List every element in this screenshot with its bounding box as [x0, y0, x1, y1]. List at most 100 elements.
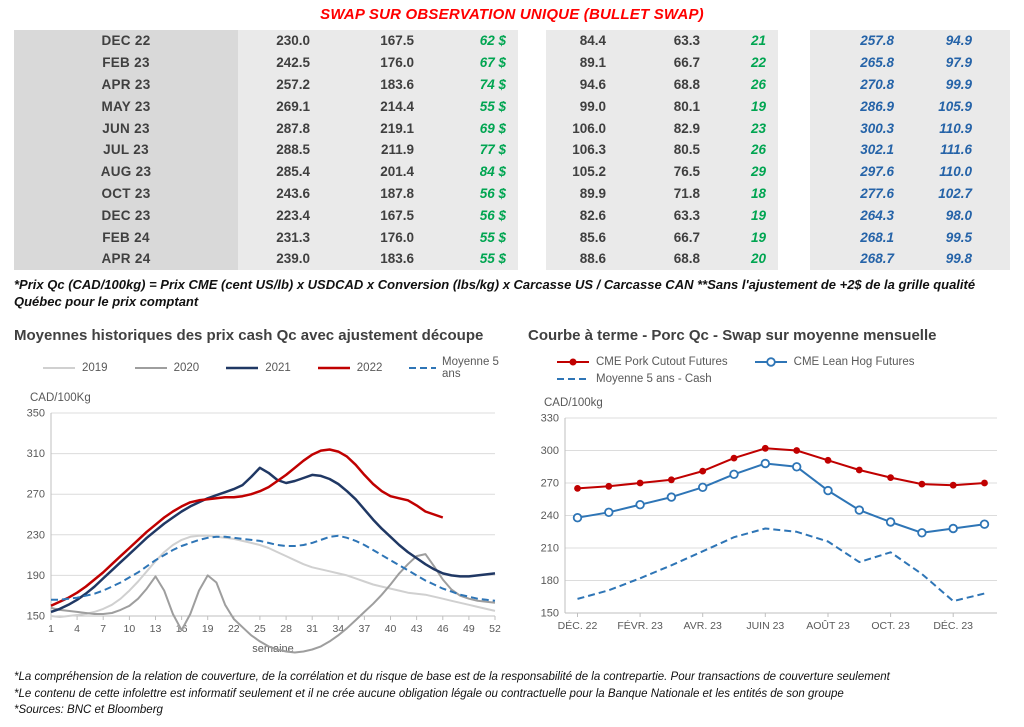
footnote-line: *Le contenu de cette infolettre est info…: [14, 687, 844, 700]
gap-cell: [518, 95, 546, 118]
gap-cell: [518, 160, 546, 183]
value-cell: 268.7: [810, 247, 906, 270]
legend-line-sample: [754, 357, 787, 367]
gap-cell: [518, 182, 546, 205]
table-row: JUN 23 287.8 219.1 69 $ 106.0 82.9 23 300.3 110.…: [14, 117, 1010, 139]
legend-line-sample: [409, 366, 437, 369]
chart-left-y-unit: CAD/100Kg: [30, 391, 91, 404]
value-cell: 277.6: [810, 182, 906, 205]
svg-text:190: 190: [27, 570, 45, 582]
table-row: FEB 24 231.3 176.0 55 $ 85.6 66.7 19 268.1 99.5: [14, 226, 1010, 248]
gap-cell: [778, 204, 810, 227]
value-cell: 67 $: [426, 51, 518, 74]
svg-text:150: 150: [541, 607, 559, 619]
value-cell: 68.8: [618, 247, 712, 270]
chart-historical-cash: Moyennes historiques des prix cash Qc av…: [14, 327, 506, 661]
value-cell: 63.3: [618, 30, 712, 52]
svg-text:7: 7: [100, 623, 106, 635]
value-cell: 297.6: [810, 160, 906, 183]
svg-text:JUIN 23: JUIN 23: [746, 620, 784, 632]
value-cell: 20: [712, 247, 778, 270]
gap-cell: [778, 95, 810, 118]
value-cell: 99.5: [906, 226, 1010, 248]
value-cell: 176.0: [322, 51, 426, 74]
legend-item: Moyenne 5 ans - Cash: [556, 373, 712, 385]
table-row: OCT 23 243.6 187.8 56 $ 89.9 71.8 18 277.6 102.7: [14, 182, 1010, 205]
value-cell: 302.1: [810, 138, 906, 161]
month-cell: APR 23: [14, 73, 238, 96]
value-cell: 106.3: [546, 138, 618, 161]
value-cell: 183.6: [322, 247, 426, 270]
gap-cell: [778, 182, 810, 205]
value-cell: 82.6: [546, 204, 618, 227]
value-cell: 94.9: [906, 30, 1010, 52]
swap-table: DEC 22 230.0 167.5 62 $84.4 63.3 21 257.8 94.9 F…: [14, 30, 1010, 270]
chart-left-title: Moyennes historiques des prix cash Qc av…: [14, 326, 484, 344]
month-cell: APR 24: [14, 247, 238, 270]
value-cell: 99.8: [906, 247, 1010, 270]
legend-item: CME Pork Cutout Futures: [556, 356, 728, 368]
legend-label: 2021: [265, 361, 291, 374]
value-cell: 88.6: [546, 247, 618, 270]
value-cell: 22: [712, 51, 778, 74]
legend-line-sample: [226, 366, 259, 370]
value-cell: 219.1: [322, 117, 426, 139]
legend-line-sample: [43, 366, 75, 369]
value-cell: 264.3: [810, 204, 906, 227]
legend-row: CME Pork Cutout Futures CME Lean Hog Futu…: [556, 356, 1012, 368]
value-cell: 286.9: [810, 95, 906, 118]
svg-text:13: 13: [150, 623, 162, 635]
svg-text:FÉVR. 23: FÉVR. 23: [617, 619, 663, 632]
legend-label: 2019: [82, 361, 108, 374]
gap-cell: [518, 73, 546, 96]
value-cell: 110.0: [906, 160, 1010, 183]
svg-text:180: 180: [541, 575, 559, 587]
legend-item: 2020: [134, 361, 200, 374]
legend-line-sample: [557, 358, 589, 366]
table-footnote: *Prix Qc (CAD/100kg) = Prix CME (cent US…: [14, 276, 976, 310]
svg-text:31: 31: [306, 623, 318, 635]
month-cell: AUG 23: [14, 160, 238, 183]
svg-text:270: 270: [27, 489, 45, 501]
legend-label: Moyenne 5 ans - Cash: [596, 372, 712, 385]
value-cell: 74 $: [426, 73, 518, 96]
chart-right-y-unit: CAD/100kg: [544, 396, 603, 409]
legend-label: 2020: [173, 361, 200, 374]
value-cell: 80.1: [618, 95, 712, 118]
svg-text:310: 310: [27, 448, 45, 460]
chart-forward-curve: Courbe à terme - Porc Qc - Swap sur moye…: [528, 327, 1012, 661]
value-cell: 26: [712, 138, 778, 161]
value-cell: 265.8: [810, 51, 906, 74]
value-cell: 270.8: [810, 73, 906, 96]
value-cell: 71.8: [618, 182, 712, 205]
value-cell: 214.4: [322, 95, 426, 118]
value-cell: 84.4: [546, 30, 618, 52]
value-cell: 167.5: [322, 30, 426, 52]
svg-text:40: 40: [385, 623, 397, 635]
value-cell: 55 $: [426, 226, 518, 248]
value-cell: 77 $: [426, 138, 518, 161]
gap-cell: [778, 226, 810, 248]
svg-text:22: 22: [228, 623, 240, 635]
month-cell: FEB 24: [14, 226, 238, 248]
gap-cell: [778, 30, 810, 52]
legend-row: Moyenne 5 ans - Cash: [556, 373, 1012, 385]
value-cell: 82.9: [618, 117, 712, 139]
svg-text:AOÛT 23: AOÛT 23: [806, 619, 850, 632]
page-title: SWAP SUR OBSERVATION UNIQUE (BULLET SWAP…: [320, 6, 704, 23]
value-cell: 98.0: [906, 204, 1010, 227]
svg-text:330: 330: [541, 412, 559, 424]
svg-text:240: 240: [541, 510, 559, 522]
svg-text:OCT. 23: OCT. 23: [871, 620, 910, 632]
value-cell: 84 $: [426, 160, 518, 183]
value-cell: 19: [712, 226, 778, 248]
value-cell: 94.6: [546, 73, 618, 96]
svg-text:210: 210: [541, 542, 559, 554]
gap-cell: [518, 204, 546, 227]
table-row: DEC 22 230.0 167.5 62 $ 84.4 63.3 21 257.8 94.9: [14, 30, 1010, 52]
value-cell: 18: [712, 182, 778, 205]
month-cell: DEC 22: [14, 30, 238, 52]
value-cell: 231.3: [238, 226, 322, 248]
bottom-footnotes: *La compréhension de la relation de couv…: [14, 669, 1010, 719]
